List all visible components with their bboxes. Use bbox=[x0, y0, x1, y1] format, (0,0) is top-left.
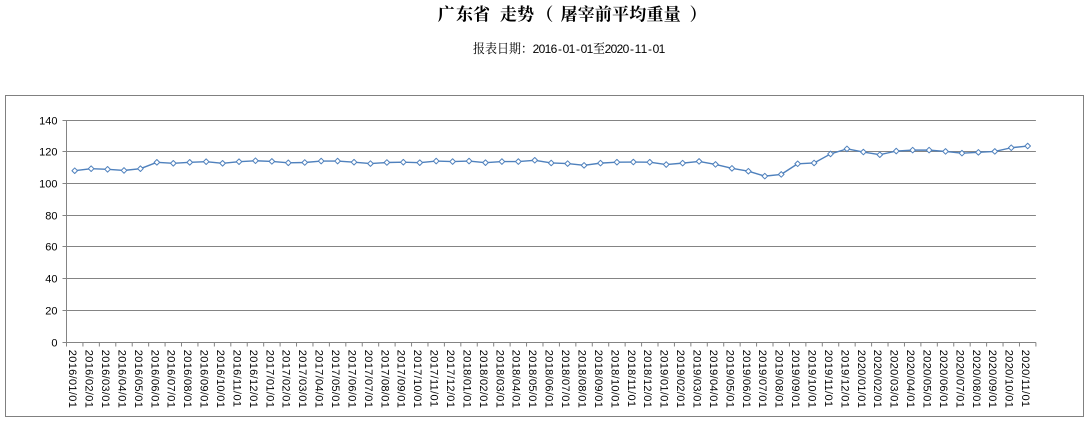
svg-text:40: 40 bbox=[45, 274, 57, 286]
svg-text:2016-01-01: 2016-01-01 bbox=[533, 42, 594, 56]
svg-text:2017/10/01: 2017/10/01 bbox=[411, 350, 423, 408]
svg-text:2017/03/01: 2017/03/01 bbox=[296, 350, 308, 408]
svg-text:2017/09/01: 2017/09/01 bbox=[395, 350, 407, 408]
svg-text:2017/05/01: 2017/05/01 bbox=[329, 350, 341, 408]
svg-text:2016/03/01: 2016/03/01 bbox=[99, 350, 111, 408]
svg-text:2016/09/01: 2016/09/01 bbox=[198, 350, 210, 408]
svg-text:60: 60 bbox=[45, 242, 57, 254]
svg-text:2017/06/01: 2017/06/01 bbox=[345, 350, 357, 408]
svg-text:2017/12/01: 2017/12/01 bbox=[444, 350, 456, 408]
svg-text:2016/06/01: 2016/06/01 bbox=[148, 350, 160, 408]
svg-text:2019/05/01: 2019/05/01 bbox=[723, 350, 735, 408]
svg-text:2019/08/01: 2019/08/01 bbox=[773, 350, 785, 408]
svg-text:2018/11/01: 2018/11/01 bbox=[625, 350, 637, 408]
svg-text:2019/04/01: 2019/04/01 bbox=[707, 350, 719, 408]
svg-text:120: 120 bbox=[39, 147, 57, 159]
svg-text:2020/08/01: 2020/08/01 bbox=[970, 350, 982, 408]
svg-text:80: 80 bbox=[45, 211, 57, 223]
svg-text:2018/02/01: 2018/02/01 bbox=[477, 350, 489, 408]
svg-text:100: 100 bbox=[39, 179, 57, 191]
svg-text:2019/06/01: 2019/06/01 bbox=[740, 350, 752, 408]
svg-text:2020-11-01: 2020-11-01 bbox=[605, 42, 666, 56]
svg-text:2018/01/01: 2018/01/01 bbox=[460, 350, 472, 408]
svg-text:2017/07/01: 2017/07/01 bbox=[362, 350, 374, 408]
svg-text:2018/05/01: 2018/05/01 bbox=[526, 350, 538, 408]
svg-text:2018/08/01: 2018/08/01 bbox=[575, 350, 587, 408]
svg-text:2018/09/01: 2018/09/01 bbox=[592, 350, 604, 408]
svg-text:2016/08/01: 2016/08/01 bbox=[181, 350, 193, 408]
svg-text:2019/09/01: 2019/09/01 bbox=[789, 350, 801, 408]
svg-text:2016/02/01: 2016/02/01 bbox=[83, 350, 95, 408]
svg-text:2019/11/01: 2019/11/01 bbox=[822, 350, 834, 408]
svg-text:2017/04/01: 2017/04/01 bbox=[313, 350, 325, 408]
svg-text:2018/06/01: 2018/06/01 bbox=[543, 350, 555, 408]
svg-text:2020/02/01: 2020/02/01 bbox=[871, 350, 883, 408]
svg-text:2017/01/01: 2017/01/01 bbox=[263, 350, 275, 408]
svg-text:2019/12/01: 2019/12/01 bbox=[838, 350, 850, 408]
svg-text:20: 20 bbox=[45, 306, 57, 318]
svg-text:2017/08/01: 2017/08/01 bbox=[378, 350, 390, 408]
svg-text:2016/01/01: 2016/01/01 bbox=[66, 350, 78, 408]
svg-text:2018/04/01: 2018/04/01 bbox=[510, 350, 522, 408]
svg-text:0: 0 bbox=[51, 338, 57, 350]
svg-text:2018/03/01: 2018/03/01 bbox=[493, 350, 505, 408]
svg-text:2019/10/01: 2019/10/01 bbox=[805, 350, 817, 408]
svg-text:2019/03/01: 2019/03/01 bbox=[690, 350, 702, 408]
svg-text:2019/02/01: 2019/02/01 bbox=[674, 350, 686, 408]
svg-text:2016/05/01: 2016/05/01 bbox=[132, 350, 144, 408]
svg-text:2020/06/01: 2020/06/01 bbox=[937, 350, 949, 408]
svg-text:2019/01/01: 2019/01/01 bbox=[658, 350, 670, 408]
svg-text:2017/02/01: 2017/02/01 bbox=[280, 350, 292, 408]
svg-text:2018/07/01: 2018/07/01 bbox=[559, 350, 571, 408]
svg-text:2018/12/01: 2018/12/01 bbox=[641, 350, 653, 408]
svg-text:2019/07/01: 2019/07/01 bbox=[756, 350, 768, 408]
svg-text:2020/04/01: 2020/04/01 bbox=[904, 350, 916, 408]
svg-text:2017/11/01: 2017/11/01 bbox=[428, 350, 440, 408]
svg-text:2016/07/01: 2016/07/01 bbox=[165, 350, 177, 408]
svg-text:2020/10/01: 2020/10/01 bbox=[1003, 350, 1015, 408]
svg-text:2020/01/01: 2020/01/01 bbox=[855, 350, 867, 408]
svg-text:2020/03/01: 2020/03/01 bbox=[888, 350, 900, 408]
svg-text:2018/10/01: 2018/10/01 bbox=[608, 350, 620, 408]
svg-text:2020/07/01: 2020/07/01 bbox=[953, 350, 965, 408]
svg-text:2016/12/01: 2016/12/01 bbox=[247, 350, 259, 408]
svg-text:2016/10/01: 2016/10/01 bbox=[214, 350, 226, 408]
svg-text:2020/11/01: 2020/11/01 bbox=[1019, 350, 1031, 408]
svg-text:140: 140 bbox=[39, 116, 57, 128]
svg-text:2016/04/01: 2016/04/01 bbox=[115, 350, 127, 408]
svg-text:2020/09/01: 2020/09/01 bbox=[986, 350, 998, 408]
svg-text:2020/05/01: 2020/05/01 bbox=[921, 350, 933, 408]
svg-text:2016/11/01: 2016/11/01 bbox=[230, 350, 242, 408]
